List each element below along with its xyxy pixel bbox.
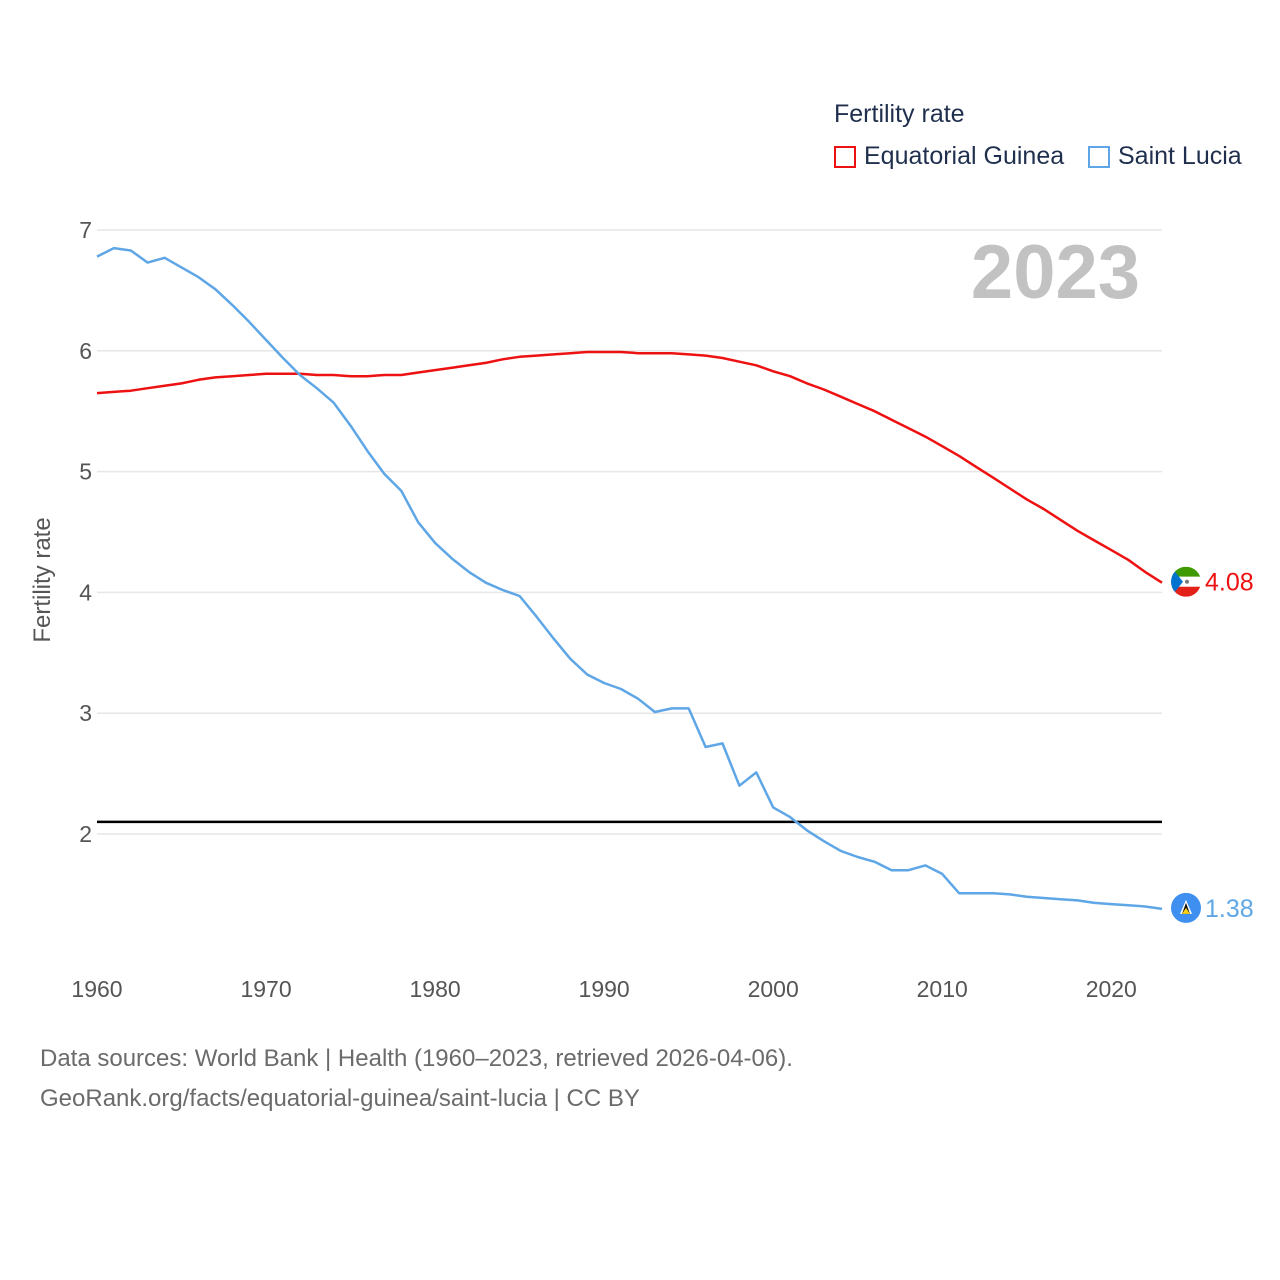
flag-body <box>1171 566 1201 597</box>
flag-emblem <box>1185 579 1189 584</box>
flag-stripe-red <box>1171 586 1201 597</box>
x-tick-label-2020: 2020 <box>1086 976 1137 1002</box>
x-tick-label-2000: 2000 <box>748 976 799 1002</box>
footer-attribution-link[interactable]: GeoRank.org/facts/equatorial-guinea/sain… <box>40 1085 640 1112</box>
flag-triangle-blue <box>1171 566 1183 597</box>
series-lines <box>96 246 1163 911</box>
legend-label-equatorial-guinea: Equatorial Guinea <box>864 142 1065 170</box>
y-tick-label-7: 7 <box>79 217 92 243</box>
end-value-label-equatorial-guinea: 4.08 <box>1205 569 1254 597</box>
flag-stripe-green <box>1171 566 1201 577</box>
legend-swatch-saint-lucia <box>1088 145 1110 168</box>
end-value-label-saint-lucia: 1.38 <box>1205 895 1254 923</box>
y-tick-label-5: 5 <box>79 459 92 485</box>
y-axis-label: Fertility rate <box>29 517 56 642</box>
series-line-equatorial-guinea <box>96 350 1163 584</box>
x-tick-label-1970: 1970 <box>240 976 291 1002</box>
series-endpoints: 4.08 1.38 <box>1171 566 1254 923</box>
y-tick-label-6: 6 <box>79 338 92 364</box>
y-tick-label-4: 4 <box>79 579 92 605</box>
y-axis-ticks: 2 3 4 5 6 7 <box>79 217 92 847</box>
legend-swatch-equatorial-guinea <box>834 145 856 168</box>
legend-label-saint-lucia: Saint Lucia <box>1118 142 1242 170</box>
series-line-saint-lucia <box>96 246 1163 911</box>
footer-sources: Data sources: World Bank | Health (1960–… <box>40 1045 793 1072</box>
saint-lucia-flag-icon <box>1171 892 1201 923</box>
x-axis-ticks: 1960 1970 1980 1990 2000 2010 2020 <box>71 976 1136 1002</box>
legend-title: Fertility rate <box>834 100 965 128</box>
x-tick-label-2010: 2010 <box>917 976 968 1002</box>
flag-triangle-gold <box>1182 907 1190 914</box>
legend-item-saint-lucia[interactable]: Saint Lucia <box>1088 142 1242 171</box>
y-tick-label-3: 3 <box>79 700 92 726</box>
year-label: 2023 <box>971 230 1140 315</box>
legend-item-equatorial-guinea[interactable]: Equatorial Guinea <box>834 142 1064 171</box>
equatorial-guinea-flag-icon <box>1171 566 1201 597</box>
x-tick-label-1980: 1980 <box>410 976 461 1002</box>
y-tick-label-2: 2 <box>79 821 92 847</box>
x-tick-label-1990: 1990 <box>579 976 630 1002</box>
x-tick-label-1960: 1960 <box>71 976 122 1002</box>
gridlines <box>97 229 1162 835</box>
